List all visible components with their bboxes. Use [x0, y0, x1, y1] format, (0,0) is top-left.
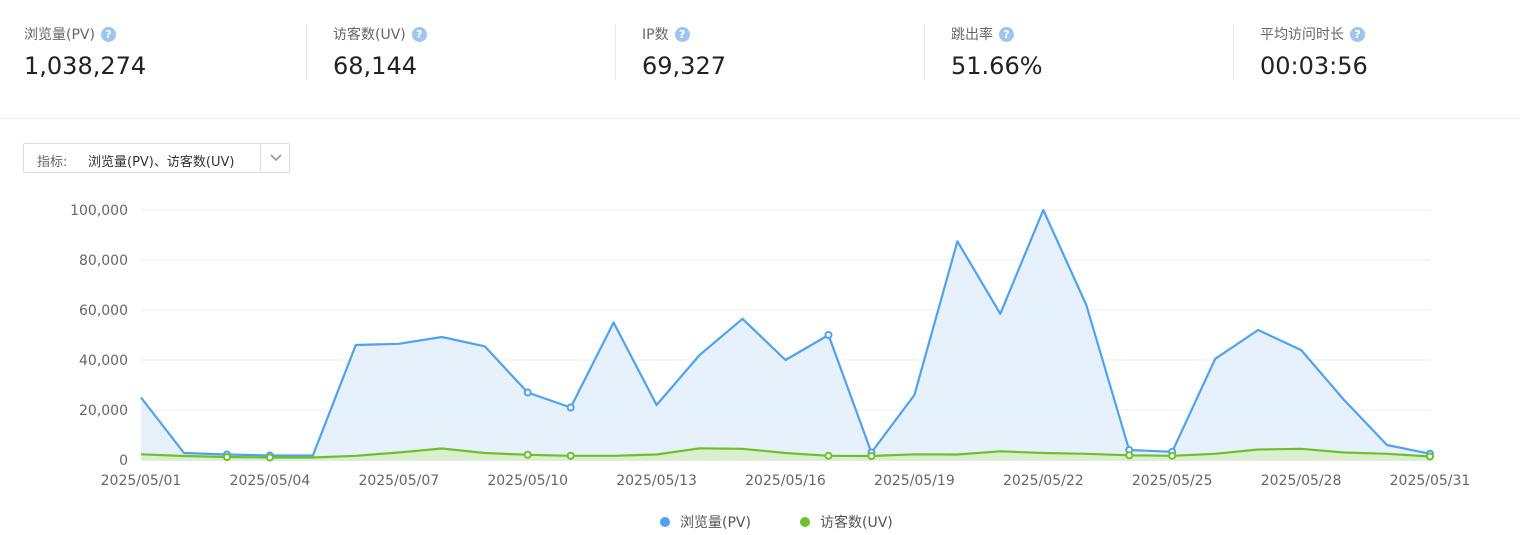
- selector-prefix: 指标:: [37, 155, 68, 170]
- y-tick-label: 0: [119, 453, 128, 469]
- y-tick-label: 100,000: [70, 203, 128, 219]
- data-point-uv: [1426, 452, 1434, 461]
- data-point-uv: [222, 453, 231, 461]
- data-point-uv: [523, 450, 532, 459]
- data-point-uv: [1168, 451, 1177, 460]
- series-line-pv: [140, 208, 1431, 457]
- y-tick-label: 20,000: [79, 403, 128, 419]
- x-tick-label: 2025/05/25: [1132, 473, 1213, 489]
- x-axis-labels: 2025/05/01 2025/05/04 2025/05/07 2025/05/10…: [101, 473, 1471, 489]
- data-point-uv: [824, 451, 833, 460]
- metric-label: IP数: [642, 27, 669, 43]
- x-tick-label: 2025/05/28: [1261, 473, 1342, 489]
- data-point-uv: [265, 453, 274, 462]
- data-points: [222, 331, 1434, 462]
- x-tick-label: 2025/05/22: [1003, 473, 1084, 489]
- metric-pv: 浏览量(PV)? 1,038,274: [0, 0, 300, 118]
- help-icon[interactable]: ?: [674, 26, 690, 42]
- legend-item-uv[interactable]: 访客数(UV): [800, 512, 893, 532]
- x-tick-label: 2025/05/16: [745, 473, 826, 489]
- help-icon[interactable]: ?: [999, 26, 1014, 42]
- divider: [1233, 24, 1234, 80]
- metric-label: 跳出率: [951, 27, 993, 43]
- data-point-uv: [566, 451, 575, 460]
- metric-ip: IP数? 69,327: [618, 0, 918, 118]
- metric-avg-duration: 平均访问时长? 00:03:56: [1236, 0, 1520, 118]
- x-tick-label: 2025/05/13: [616, 473, 697, 489]
- data-point-pv: [566, 403, 575, 412]
- x-tick-label: 2025/05/01: [101, 473, 182, 489]
- y-tick-label: 60,000: [79, 303, 128, 319]
- help-icon[interactable]: ?: [100, 26, 116, 42]
- area-fills: [141, 210, 1430, 460]
- legend-marker: [660, 517, 670, 527]
- y-axis-labels: 0 20,000 40,000 60,000 80,000 100,000: [70, 203, 128, 469]
- metric-bounce-rate: 跳出率? 51.66%: [927, 0, 1227, 118]
- metric-uv: 访客数(UV)? 68,144: [309, 0, 609, 118]
- data-point-uv: [867, 452, 876, 460]
- y-tick-label: 80,000: [79, 253, 128, 269]
- x-tick-label: 2025/05/10: [487, 473, 568, 489]
- help-icon[interactable]: ?: [1350, 26, 1365, 42]
- data-point-pv: [523, 388, 532, 397]
- divider: [615, 24, 616, 80]
- divider: [924, 24, 925, 80]
- metric-value: 69,327: [642, 52, 726, 80]
- legend-marker: [800, 517, 810, 527]
- metric-value: 51.66%: [951, 52, 1043, 80]
- data-point-uv: [1125, 451, 1134, 460]
- metric-label: 平均访问时长: [1260, 27, 1344, 43]
- legend-item-pv[interactable]: 浏览量(PV): [660, 512, 751, 532]
- x-tick-label: 2025/05/04: [230, 473, 311, 489]
- dropdown-toggle[interactable]: [260, 144, 291, 172]
- series-lines: [140, 208, 1431, 459]
- metric-value: 1,038,274: [24, 52, 147, 80]
- legend-label: 访客数(UV): [820, 515, 893, 531]
- help-icon[interactable]: ?: [411, 26, 427, 42]
- metric-label: 访客数(UV): [333, 27, 406, 43]
- x-tick-label: 2025/05/31: [1390, 473, 1471, 489]
- metric-label: 浏览量(PV): [24, 27, 95, 43]
- metrics-panel: 浏览量(PV)? 1,038,274 访客数(UV)? 68,144 IP数? …: [0, 0, 1520, 119]
- x-tick-label: 2025/05/07: [358, 473, 439, 489]
- divider: [306, 24, 307, 80]
- y-tick-label: 40,000: [79, 353, 128, 369]
- legend-label: 浏览量(PV): [680, 515, 751, 531]
- line-chart: 0 20,000 40,000 60,000 80,000 100,000 2025/05…: [70, 203, 1471, 489]
- selector-value: 浏览量(PV)、访客数(UV): [88, 155, 235, 170]
- chevron-down-icon: [270, 154, 282, 162]
- series-line-uv: [140, 447, 1431, 459]
- metric-value: 68,144: [333, 52, 417, 80]
- metric-value: 00:03:56: [1260, 52, 1368, 80]
- metric-selector[interactable]: 指标: 浏览量(PV)、访客数(UV): [23, 143, 290, 173]
- series-area-pv: [141, 210, 1430, 460]
- x-tick-label: 2025/05/19: [874, 473, 955, 489]
- data-point-pv: [824, 331, 833, 339]
